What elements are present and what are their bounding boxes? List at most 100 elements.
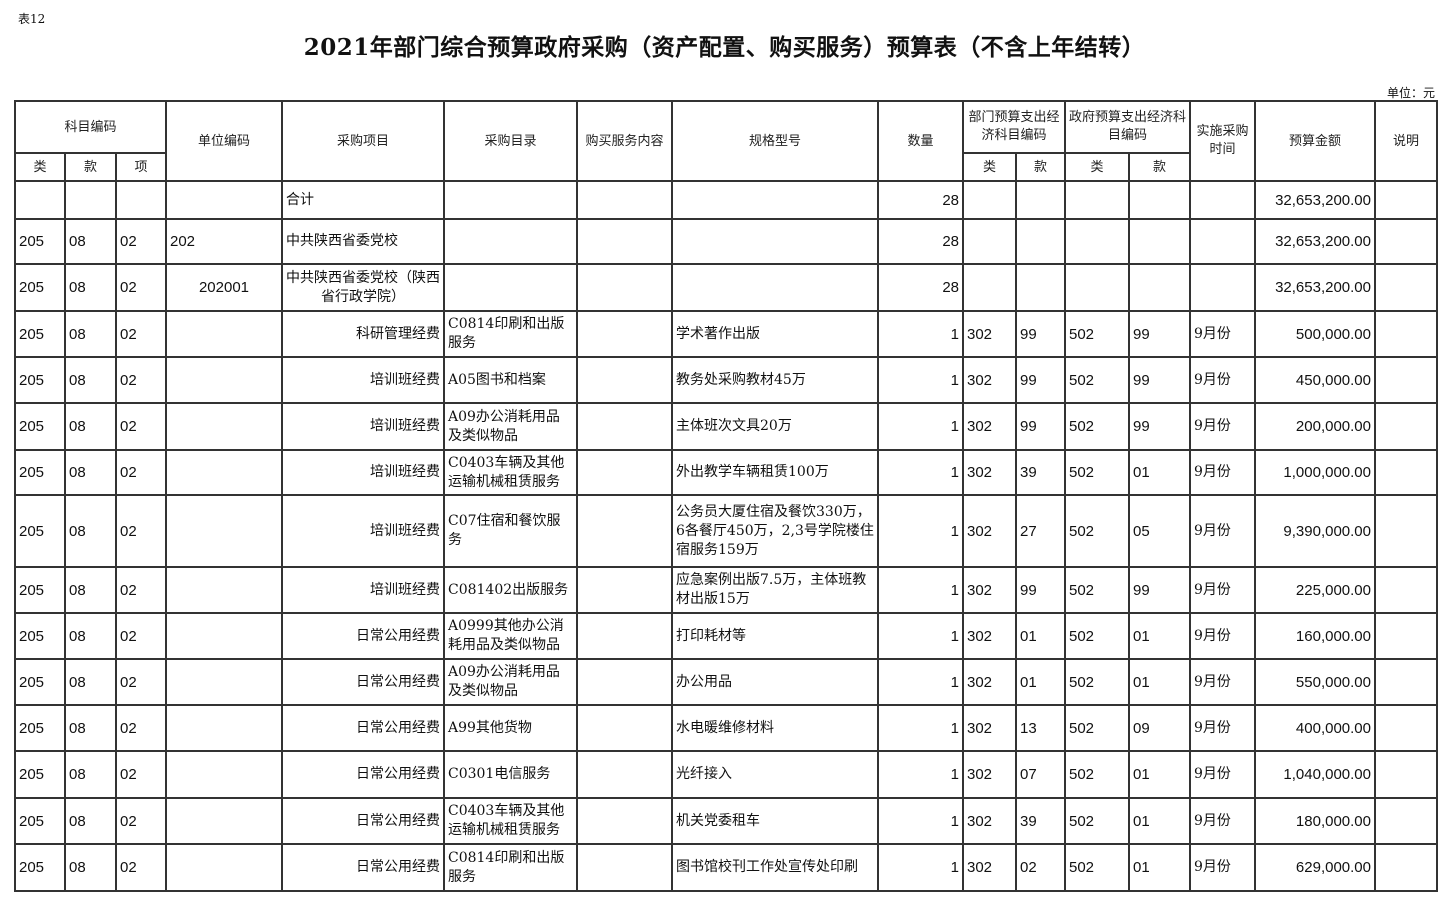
- cell-g-lei: 502: [1064, 402, 1130, 451]
- cell-service: [576, 704, 673, 752]
- cell-service: [576, 658, 673, 706]
- cell-lei: 205: [14, 218, 66, 265]
- cell-service: [576, 310, 673, 358]
- cell-service: [576, 356, 673, 404]
- cell-kuan: 08: [64, 612, 117, 660]
- cell-lei: 205: [14, 402, 66, 451]
- cell-unit-code: 202: [165, 218, 283, 265]
- table-row: 205 08 02 培训班经费 A05图书和档案 教务处采购教材45万 1 302 99 502 9…: [14, 356, 1438, 404]
- cell-unit-code: 202001: [165, 263, 283, 312]
- cell-kuan: 08: [64, 402, 117, 451]
- header-service: 购买服务内容: [576, 100, 673, 182]
- table-row: 205 08 02 日常公用经费 A0999其他办公消耗用品及类似物品 打印耗材等 1 302…: [14, 612, 1438, 660]
- cell-project: 合计: [281, 180, 445, 220]
- cell-g-kuan: 99: [1128, 402, 1191, 451]
- table-row: 205 08 02 日常公用经费 C0403车辆及其他运输机械租赁服务 机关党委租车 1 30…: [14, 797, 1438, 845]
- header-unit-code: 单位编码: [165, 100, 283, 182]
- cell-g-lei: 502: [1064, 494, 1130, 568]
- cell-spec: 教务处采购教材45万: [671, 356, 879, 404]
- cell-spec: 外出教学车辆租赁100万: [671, 449, 879, 496]
- cell-spec: 学术著作出版: [671, 310, 879, 358]
- header-dept-lei: 类: [962, 152, 1017, 182]
- cell-g-kuan: 01: [1128, 797, 1191, 845]
- cell-d-kuan: 01: [1015, 658, 1066, 706]
- cell-spec: 主体班次文具20万: [671, 402, 879, 451]
- cell-catalog: C0403车辆及其他运输机械租赁服务: [443, 449, 578, 496]
- header-xiang: 项: [115, 152, 167, 182]
- cell-d-kuan: 99: [1015, 566, 1066, 614]
- cell-spec: 图书馆校刊工作处宣传处印刷: [671, 843, 879, 892]
- cell-g-kuan: 05: [1128, 494, 1191, 568]
- header-dept-econ: 部门预算支出经济科目编码: [962, 100, 1066, 154]
- cell-d-kuan: [1015, 180, 1066, 220]
- page-title: 2021年部门综合预算政府采购（资产配置、购买服务）预算表（不含上年结转）: [303, 34, 1146, 61]
- cell-amount: 1,000,000.00: [1254, 449, 1376, 496]
- cell-unit-code: [165, 843, 283, 892]
- cell-project: 培训班经费: [281, 356, 445, 404]
- cell-d-lei: [962, 218, 1017, 265]
- cell-spec: 机关党委租车: [671, 797, 879, 845]
- cell-project: 培训班经费: [281, 402, 445, 451]
- cell-spec: 光纤接入: [671, 750, 879, 799]
- cell-xiang: 02: [115, 843, 167, 892]
- cell-qty: 1: [877, 612, 964, 660]
- cell-xiang: 02: [115, 566, 167, 614]
- cell-g-kuan: [1128, 180, 1191, 220]
- cell-project: 日常公用经费: [281, 843, 445, 892]
- cell-amount: 32,653,200.00: [1254, 263, 1376, 312]
- cell-xiang: 02: [115, 402, 167, 451]
- cell-spec: [671, 180, 879, 220]
- cell-g-lei: 502: [1064, 310, 1130, 358]
- budget-table: 科目编码 单位编码 采购项目 采购目录 购买服务内容 规格型号 数量 部门预算支…: [14, 100, 1438, 892]
- header-time: 实施采购时间: [1189, 100, 1256, 182]
- cell-unit-code: [165, 449, 283, 496]
- cell-note: [1374, 658, 1438, 706]
- cell-g-lei: 502: [1064, 356, 1130, 404]
- cell-g-kuan: 99: [1128, 356, 1191, 404]
- cell-spec: 水电暖维修材料: [671, 704, 879, 752]
- cell-catalog: C0814印刷和出版服务: [443, 843, 578, 892]
- table-row: 205 08 02 培训班经费 C07住宿和餐饮服务 公务员大厦住宿及餐饮330万，6各餐…: [14, 494, 1438, 568]
- cell-qty: 1: [877, 402, 964, 451]
- cell-g-kuan: 01: [1128, 750, 1191, 799]
- cell-g-lei: 502: [1064, 612, 1130, 660]
- cell-note: [1374, 180, 1438, 220]
- cell-unit-code: [165, 356, 283, 404]
- cell-time: 9月份: [1189, 612, 1256, 660]
- unit-label: 单位：元: [1386, 86, 1435, 100]
- cell-g-kuan: 01: [1128, 449, 1191, 496]
- cell-service: [576, 750, 673, 799]
- cell-unit-code: [165, 797, 283, 845]
- cell-d-lei: 302: [962, 658, 1017, 706]
- cell-amount: 32,653,200.00: [1254, 180, 1376, 220]
- cell-d-lei: 302: [962, 566, 1017, 614]
- cell-note: [1374, 449, 1438, 496]
- cell-note: [1374, 797, 1438, 845]
- cell-xiang: 02: [115, 356, 167, 404]
- cell-unit-code: [165, 704, 283, 752]
- cell-g-lei: 502: [1064, 566, 1130, 614]
- cell-catalog: C0301电信服务: [443, 750, 578, 799]
- cell-spec: 打印耗材等: [671, 612, 879, 660]
- cell-d-kuan: 39: [1015, 797, 1066, 845]
- cell-unit-code: [165, 494, 283, 568]
- cell-lei: 205: [14, 843, 66, 892]
- cell-kuan: 08: [64, 658, 117, 706]
- cell-d-kuan: [1015, 218, 1066, 265]
- cell-xiang: 02: [115, 612, 167, 660]
- cell-spec: 应急案例出版7.5万，主体班教材出版15万: [671, 566, 879, 614]
- cell-time: 9月份: [1189, 704, 1256, 752]
- table-row: 205 08 02 日常公用经费 A99其他货物 水电暖维修材料 1 302 13 502 09 9月…: [14, 704, 1438, 752]
- cell-unit-code: [165, 566, 283, 614]
- cell-d-lei: 302: [962, 750, 1017, 799]
- cell-lei: [14, 180, 66, 220]
- cell-lei: 205: [14, 449, 66, 496]
- cell-time: 9月份: [1189, 750, 1256, 799]
- header-gov-econ: 政府预算支出经济科目编码: [1064, 100, 1191, 154]
- header-project: 采购项目: [281, 100, 445, 182]
- cell-qty: 1: [877, 494, 964, 568]
- cell-kuan: 08: [64, 449, 117, 496]
- cell-kuan: [64, 180, 117, 220]
- cell-spec: 办公用品: [671, 658, 879, 706]
- cell-catalog: C081402出版服务: [443, 566, 578, 614]
